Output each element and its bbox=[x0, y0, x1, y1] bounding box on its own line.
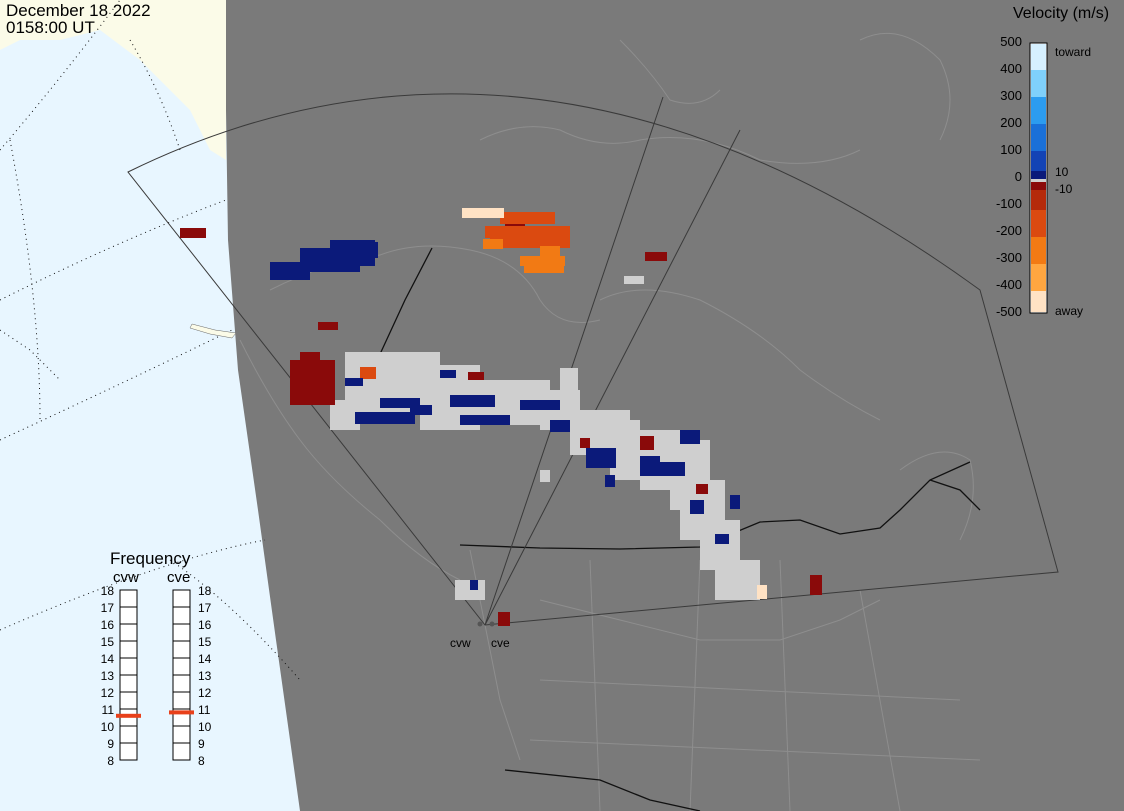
frequency-scale-right: 8 bbox=[198, 754, 205, 768]
frequency-marker-cvw bbox=[116, 713, 141, 718]
frequency-scale-left: 8 bbox=[107, 754, 114, 768]
frequency-scale-left: 13 bbox=[100, 669, 114, 683]
latlon-grid bbox=[0, 0, 301, 681]
site-label-cve: cve bbox=[491, 636, 510, 650]
daylight-land bbox=[0, 0, 226, 160]
radar-sites bbox=[477, 621, 495, 627]
frequency-scale-right: 16 bbox=[198, 618, 212, 632]
frequency-title: Frequency bbox=[110, 549, 191, 568]
colorbar-toward-label: toward bbox=[1055, 45, 1092, 59]
colorbar-tick: 400 bbox=[1000, 61, 1022, 76]
colorbar-tick: 100 bbox=[1000, 142, 1022, 157]
colorbar-pos-threshold: 10 bbox=[1055, 165, 1069, 179]
frequency-scale-right: 11 bbox=[198, 703, 211, 717]
frequency-scale-left: 15 bbox=[100, 635, 114, 649]
frequency-scale-left: 9 bbox=[107, 737, 114, 751]
frequency-scale-left: 12 bbox=[100, 686, 114, 700]
colorbar-title: Velocity (m/s) bbox=[1013, 5, 1110, 22]
coastlines bbox=[239, 32, 981, 811]
site-label-cvw: cvw bbox=[450, 636, 471, 650]
frequency-scale-left: 16 bbox=[100, 618, 114, 632]
colorbar-tick: -100 bbox=[995, 196, 1022, 211]
daylight-ocean bbox=[0, 0, 300, 811]
colorbar-tick: -300 bbox=[995, 250, 1022, 265]
frequency-scale-left: 11 bbox=[101, 703, 114, 717]
frequency-scale-left: 17 bbox=[100, 601, 114, 615]
time-label: 0158:00 UT bbox=[6, 18, 95, 37]
frequency-scale-right: 15 bbox=[198, 635, 212, 649]
colorbar-tick: -400 bbox=[995, 277, 1022, 292]
colorbar-away-label: away bbox=[1055, 304, 1084, 318]
frequency-scale-right: 18 bbox=[198, 584, 212, 598]
frequency-scale-right: 13 bbox=[198, 669, 212, 683]
frequency-scale-right: 10 bbox=[198, 720, 212, 734]
frequency-radar-cve: cve bbox=[167, 569, 191, 586]
colorbar-tick: -200 bbox=[995, 223, 1022, 238]
frequency-scale-right: 9 bbox=[198, 737, 205, 751]
radar-fov bbox=[127, 93, 1059, 626]
colorbar-tick: 200 bbox=[1000, 115, 1022, 130]
frequency-scale-right: 17 bbox=[198, 601, 212, 615]
colorbar-tick: 0 bbox=[1014, 169, 1022, 184]
frequency-scale-right: 12 bbox=[198, 686, 212, 700]
frequency-radar-cvw: cvw bbox=[113, 569, 139, 586]
frequency-scale-left: 14 bbox=[100, 652, 114, 666]
frequency-marker-cve bbox=[169, 710, 194, 715]
frequency-markers bbox=[116, 710, 194, 718]
national-border bbox=[374, 247, 981, 811]
velocity-colorbar bbox=[1029, 42, 1048, 314]
frequency-scale-left: 10 bbox=[100, 720, 114, 734]
frequency-scale-right: 14 bbox=[198, 652, 212, 666]
colorbar-tick: 500 bbox=[1000, 34, 1022, 49]
colorbar-tick: 300 bbox=[1000, 88, 1022, 103]
coastal-island bbox=[189, 323, 237, 339]
frequency-scale-left: 18 bbox=[100, 584, 114, 598]
date-label: December 18 2022 bbox=[6, 1, 151, 20]
colorbar-neg-threshold: -10 bbox=[1055, 182, 1073, 196]
scatter-echoes bbox=[180, 208, 822, 626]
colorbar-tick: -500 bbox=[995, 304, 1022, 319]
